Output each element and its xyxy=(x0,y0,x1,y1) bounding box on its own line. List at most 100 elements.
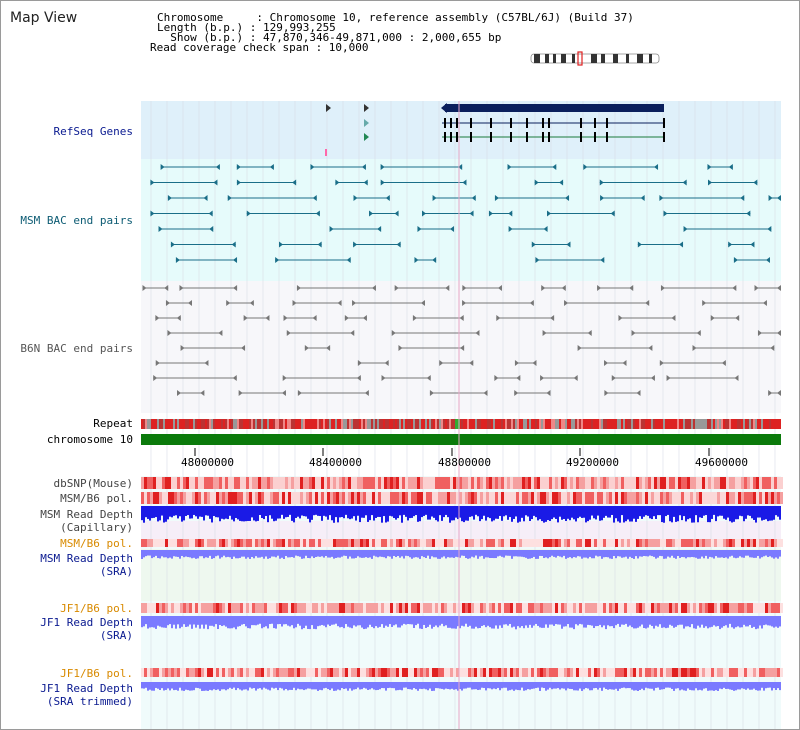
bac-end xyxy=(377,226,382,232)
heat-cell xyxy=(345,539,348,547)
depth-bar xyxy=(637,616,639,628)
depth-bar xyxy=(593,550,595,559)
depth-bar xyxy=(701,506,703,518)
depth-bar xyxy=(479,506,481,522)
repeat-cell xyxy=(193,419,195,429)
depth-bar xyxy=(159,682,161,691)
depth-bar xyxy=(161,550,163,557)
heat-cell xyxy=(420,539,423,547)
repeat-cell xyxy=(591,419,593,429)
heat-cell xyxy=(735,539,738,547)
chromosome-ideogram[interactable] xyxy=(530,51,660,66)
repeat-cell xyxy=(729,419,731,429)
repeat-cell xyxy=(593,419,595,429)
repeat-cell xyxy=(703,419,705,429)
depth-bar xyxy=(153,616,155,628)
heat-cell xyxy=(591,668,594,677)
heat-cell xyxy=(672,492,675,504)
heat-cell xyxy=(666,477,669,489)
depth-bar xyxy=(765,682,767,689)
bac-end xyxy=(283,315,288,321)
depth-bar xyxy=(297,550,299,557)
depth-bar xyxy=(349,682,351,689)
depth-bar xyxy=(725,616,727,626)
heat-cell xyxy=(543,492,546,504)
msm-bac-track[interactable] xyxy=(150,164,781,263)
depth-bar xyxy=(227,616,229,629)
heat-cell xyxy=(522,668,525,677)
heat-cell xyxy=(429,492,432,504)
repeat-cell xyxy=(223,419,225,429)
depth-bar xyxy=(291,682,293,690)
depth-bar xyxy=(203,506,205,521)
heat-cell xyxy=(582,539,585,547)
depth-bar xyxy=(711,506,713,519)
heat-cell xyxy=(399,492,402,504)
heat-cell xyxy=(630,492,633,504)
repeat-cell xyxy=(413,419,415,429)
heat-cell xyxy=(417,603,420,613)
depth-bar xyxy=(505,616,507,625)
heat-cell xyxy=(546,603,549,613)
heat-cell xyxy=(768,477,771,489)
refseq-genes-track[interactable] xyxy=(325,103,665,156)
bac-end xyxy=(150,179,155,186)
depth-bar xyxy=(643,682,645,691)
depth-bar xyxy=(541,550,543,557)
b6n-bac-track[interactable] xyxy=(142,285,781,396)
repeat-cell xyxy=(449,419,451,429)
depth-bar xyxy=(561,506,563,520)
ideogram-band xyxy=(637,54,643,63)
heat-cell xyxy=(711,603,714,613)
heat-cell xyxy=(597,539,600,547)
label-b6n-bac: B6N BAC end pairs xyxy=(20,342,133,355)
depth-bar xyxy=(191,682,193,691)
depth-bar xyxy=(597,616,599,627)
heat-cell xyxy=(615,477,618,489)
bac-end xyxy=(564,300,569,306)
depth-bar xyxy=(643,506,645,517)
repeat-cell xyxy=(187,419,189,429)
heat-cell xyxy=(576,539,579,547)
heat-cell xyxy=(330,477,333,489)
depth-bar xyxy=(295,616,297,628)
heat-cell xyxy=(456,603,459,613)
depth-bar xyxy=(247,506,249,521)
heat-cell xyxy=(663,539,666,547)
depth-bar xyxy=(275,616,277,629)
heat-cell xyxy=(276,539,279,547)
heat-cell xyxy=(282,477,285,489)
depth-bar xyxy=(661,616,663,628)
bac-end xyxy=(645,300,650,306)
heat-cell xyxy=(603,492,606,504)
depth-bar xyxy=(165,550,167,558)
heat-cell xyxy=(225,668,228,677)
heat-cell xyxy=(249,668,252,677)
depth-bar xyxy=(399,506,401,516)
depth-bar xyxy=(719,616,721,630)
depth-bar xyxy=(467,682,469,688)
heat-cell xyxy=(270,539,273,547)
heat-cell xyxy=(165,477,168,489)
heat-cell xyxy=(261,477,264,489)
depth-bar xyxy=(633,616,635,629)
heat-cell xyxy=(483,477,486,489)
depth-bar xyxy=(615,506,617,519)
depth-bar xyxy=(723,616,725,627)
repeat-cell xyxy=(441,419,443,429)
heat-cell xyxy=(519,539,522,547)
heat-cell xyxy=(378,539,381,547)
bac-end xyxy=(396,241,401,248)
depth-bar xyxy=(181,550,183,556)
depth-bar xyxy=(141,550,143,559)
label-dbsnp: dbSNP(Mouse) xyxy=(53,477,133,490)
ideogram-band xyxy=(561,54,566,63)
repeat-cell xyxy=(763,419,765,429)
depth-bar xyxy=(667,506,669,515)
heat-cell xyxy=(504,668,507,677)
bac-end xyxy=(475,330,480,336)
depth-bar xyxy=(645,550,647,557)
depth-bar xyxy=(589,506,591,520)
depth-bar xyxy=(519,682,521,691)
heat-cell xyxy=(753,539,756,547)
